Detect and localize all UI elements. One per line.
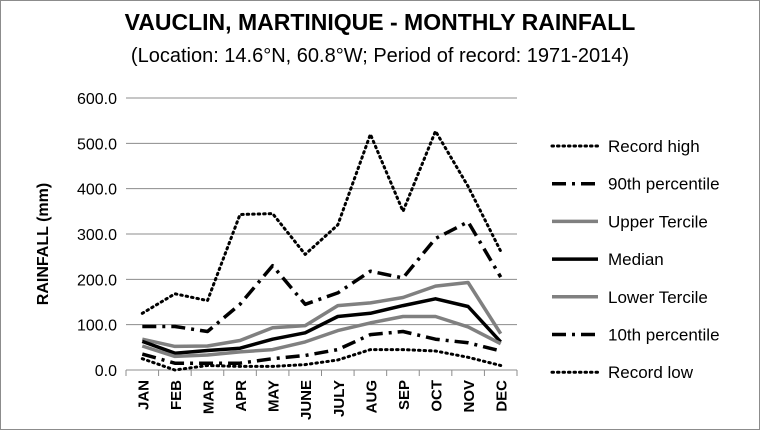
x-tick-label: SEP	[396, 380, 413, 410]
y-tick-label: 500.0	[77, 136, 117, 153]
x-tick-label: OCT	[429, 380, 446, 412]
x-tick-label: AUG	[363, 380, 380, 413]
y-tick-label: 400.0	[77, 182, 117, 199]
y-tick-label: 600.0	[77, 91, 117, 108]
legend-label-lower-tercile: Lower Tercile	[608, 288, 708, 307]
chart-title: VAUCLIN, MARTINIQUE - MONTHLY RAINFALL	[124, 9, 636, 35]
y-tick-label: 100.0	[77, 318, 117, 335]
legend-label-10th-percentile: 10th percentile	[608, 326, 720, 345]
x-tick-label: MAR	[200, 380, 217, 414]
legend-label-median: Median	[608, 250, 664, 269]
y-tick-label: 0.0	[95, 363, 117, 380]
legend-label-90th-percentile: 90th percentile	[608, 175, 720, 194]
x-tick-label: NOV	[461, 380, 478, 413]
series-line-median	[141, 297, 502, 355]
x-tick-label: JAN	[135, 380, 152, 410]
x-tick-label: JULY	[331, 380, 348, 417]
series-line-record-high	[140, 129, 503, 315]
x-tick-label: DEC	[494, 380, 511, 412]
legend-label-record-low: Record low	[608, 363, 694, 382]
x-tick-label: APR	[233, 380, 250, 412]
series-line-upper-tercile	[141, 280, 503, 349]
y-axis-title: RAINFALL (mm)	[35, 183, 52, 305]
x-tick-label: JUNE	[298, 380, 315, 420]
series-line-90th-percentile	[142, 220, 503, 334]
series-line-record-low	[140, 348, 503, 372]
x-tick-label: MAY	[266, 380, 283, 412]
series-line-lower-tercile	[141, 314, 502, 359]
series-line-10th-percentile	[141, 329, 502, 365]
y-tick-label: 200.0	[77, 272, 117, 289]
legend-label-upper-tercile: Upper Tercile	[608, 212, 708, 231]
legend-label-record-high: Record high	[608, 137, 700, 156]
x-tick-label: FEB	[168, 380, 185, 410]
y-tick-label: 300.0	[77, 227, 117, 244]
chart-subtitle: (Location: 14.6°N, 60.8°W; Period of rec…	[130, 45, 630, 67]
